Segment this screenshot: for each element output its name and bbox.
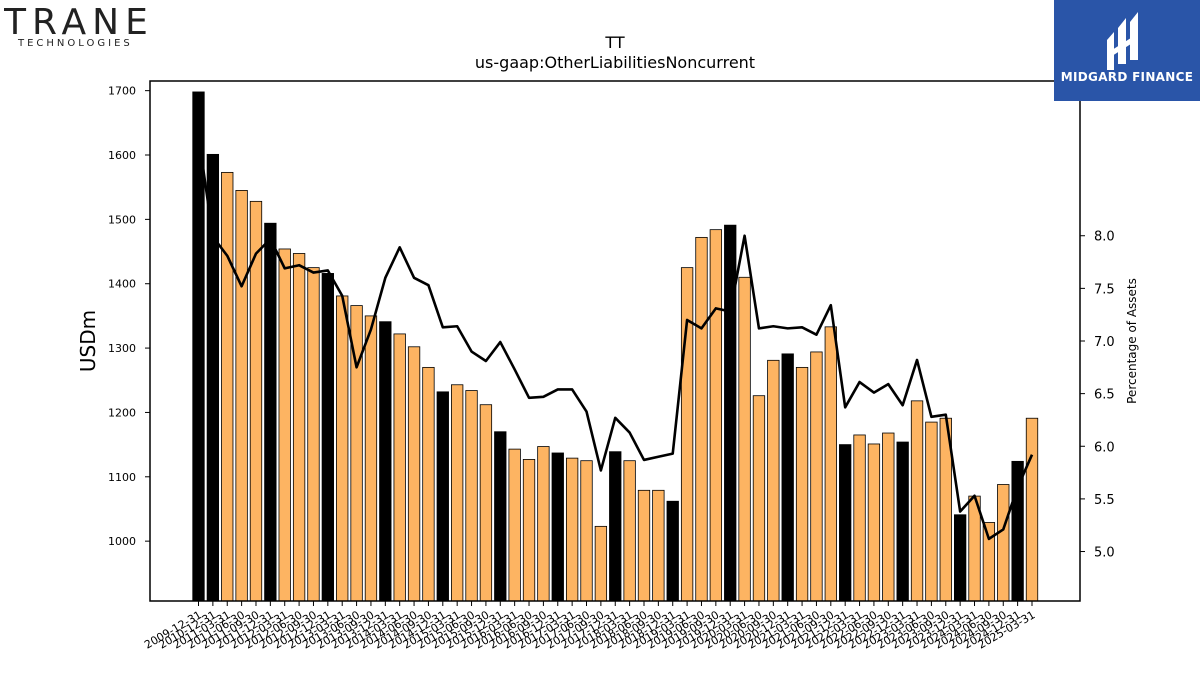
bar-2011-12-31 [264,222,277,602]
bar-2020-09-30 [767,359,780,602]
bar-2020-12-31 [781,353,794,602]
bar-2021-06-30 [810,351,823,602]
bar-2015-09-30 [479,404,493,602]
y-tick-label: 1500 [108,213,136,226]
bar-2022-06-30 [867,443,881,602]
y-tick-label: 1000 [108,535,136,548]
bar-2021-03-31 [795,366,809,602]
midgard-logo-wordmark: MIDGARD FINANCE [1061,70,1193,84]
bar-2014-12-31 [436,391,449,602]
trane-logo-subtext: TECHNOLOGIES [17,38,133,49]
bar-2023-03-31 [910,400,924,602]
y2-tick-label: 7.5 [1094,282,1115,297]
bar-2024-09-30 [997,484,1010,602]
bar-2012-03-31 [278,248,291,602]
y-axis-label: USDm [76,310,100,372]
bar-2023-12-31 [954,514,967,602]
y2-tick-label: 8.0 [1094,230,1115,245]
bar-2016-03-31 [508,448,521,602]
y2-tick-label: 5.5 [1094,493,1115,508]
bar-2017-03-31 [565,457,579,602]
bar-2016-06-30 [522,459,536,602]
bar-2014-09-30 [422,366,435,602]
bar-2014-06-30 [407,346,421,602]
percentage-of-assets-line [197,135,1034,541]
bar-2013-09-30 [364,315,378,602]
bar-2017-12-31 [609,451,622,602]
y-tick-label: 1300 [108,342,136,355]
bar-2012-09-30 [307,267,320,602]
bar-2020-03-31 [738,276,751,602]
y-axis-right: 5.0 5.5 6.0 6.5 7.0 7.5 8.0 [1080,230,1115,561]
y2-tick-label: 6.0 [1094,440,1115,455]
midgard-finance-logo: MIDGARD FINANCE [1054,0,1200,101]
bar-2013-12-31 [379,321,392,602]
bar-2015-12-31 [494,431,507,602]
bar-series [192,91,1039,602]
midgard-emblem-icon [1107,12,1138,70]
bar-2024-12-31 [1011,460,1024,602]
bar-2019-12-31 [724,224,737,602]
bar-2018-03-31 [623,460,636,602]
bar-2017-06-30 [580,460,593,602]
bar-2012-12-31 [321,273,334,602]
bar-2022-09-30 [882,432,895,602]
bar-2012-06-30 [292,253,306,602]
bar-2020-06-30 [752,395,766,602]
chart-title: TT [604,33,624,52]
trane-logo: TRANE TECHNOLOGIES [3,2,164,52]
bar-2023-06-30 [925,421,938,602]
bar-2016-09-30 [537,446,550,602]
bar-2021-12-31 [839,444,852,602]
bar-2022-03-31 [853,434,866,602]
bar-2010-12-31 [206,153,220,602]
bar-2011-03-31 [221,171,234,602]
bar-2025-03-31 [1025,417,1039,602]
bar-2018-06-30 [637,489,651,602]
bar-2015-03-31 [451,384,464,602]
bar-2015-06-30 [465,390,478,602]
bar-2019-06-30 [695,236,708,602]
bar-2011-06-30 [235,190,248,602]
chart-subtitle: us-gaap:OtherLiabilitiesNoncurrent [475,53,755,72]
bar-2013-03-31 [336,295,349,602]
bar-2016-12-31 [551,452,564,602]
bar-2014-03-31 [393,333,406,602]
y-tick-label: 1200 [108,406,136,419]
trane-logo-wordmark: TRANE [4,4,154,43]
line-series [197,135,1034,541]
y2-tick-label: 6.5 [1094,388,1115,403]
y-tick-label: 1100 [108,471,136,484]
y-tick-label: 1700 [108,85,136,98]
bar-2019-03-31 [680,267,694,602]
bar-2021-09-30 [824,326,837,602]
y2-tick-label: 5.0 [1094,546,1115,561]
bar-2019-09-30 [709,229,722,602]
bar-2022-12-31 [896,441,909,602]
bar-2018-12-31 [666,500,679,602]
y-tick-label: 1400 [108,278,136,291]
y-axis-left: 1000 1100 1200 1300 1400 1500 1600 1700 [108,85,150,548]
bar-2024-06-30 [982,522,996,602]
y2-axis-label: Percentage of Assets [1125,278,1139,404]
y-tick-label: 1600 [108,149,136,162]
bar-2018-09-30 [652,489,665,602]
bar-2017-09-30 [594,525,608,602]
y2-tick-label: 7.0 [1094,335,1115,350]
x-axis: 2009-12-312010-12-312011-03-312011-06-30… [142,601,1038,652]
